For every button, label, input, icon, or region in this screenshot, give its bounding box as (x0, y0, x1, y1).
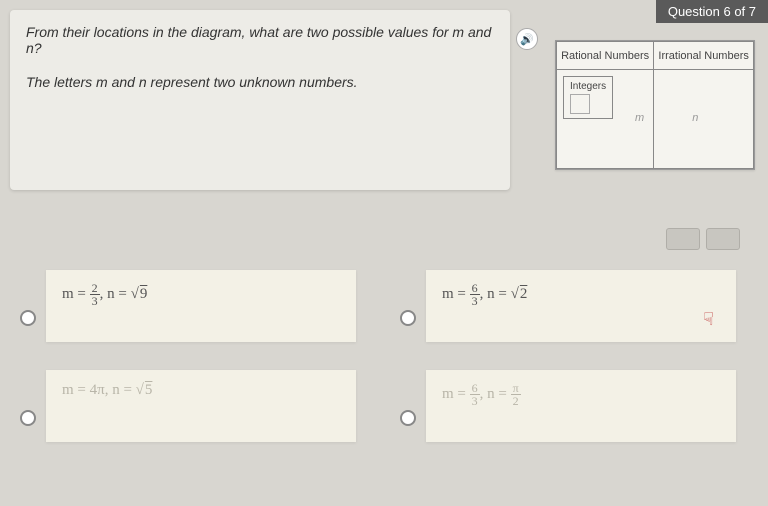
number-classification-table: Rational Numbers Irrational Numbers Inte… (556, 41, 754, 169)
radio-d[interactable] (400, 410, 416, 426)
fraction: 63 (470, 382, 480, 407)
fraction: 63 (470, 282, 480, 307)
text: m = (442, 386, 466, 402)
denominator: 3 (90, 295, 100, 307)
denominator: 2 (511, 395, 521, 407)
m-placeholder: m (635, 112, 644, 124)
integers-inner-box (570, 94, 590, 114)
option-a[interactable]: m = 23, n = √9 (20, 270, 360, 342)
text: m = (442, 286, 466, 302)
text: m = (62, 286, 86, 302)
text: ? (34, 40, 42, 56)
text: represent two unknown numbers. (147, 74, 358, 90)
integers-box: Integers (563, 76, 613, 119)
option-a-content: m = 23, n = √9 (46, 270, 356, 342)
nav-buttons (666, 228, 740, 250)
radicand: 5 (144, 382, 153, 398)
audio-button[interactable]: 🔊 (516, 28, 538, 50)
option-d-content: m = 63, n = π2 (426, 370, 736, 442)
radio-b[interactable] (400, 310, 416, 326)
text: and (108, 74, 139, 90)
variable-m: m (96, 74, 108, 90)
radical-sign: √ (131, 286, 139, 302)
option-c-content: m = 4π, n = √5 (46, 370, 356, 442)
variable-m: m (452, 24, 464, 40)
audio-icon: 🔊 (520, 33, 534, 46)
question-panel: From their locations in the diagram, wha… (10, 10, 510, 190)
radical-sign: √ (136, 382, 144, 398)
fraction: 23 (90, 282, 100, 307)
next-button[interactable] (706, 228, 740, 250)
text: The letters (26, 74, 96, 90)
prev-button[interactable] (666, 228, 700, 250)
cursor-icon: ☟ (703, 309, 714, 330)
question-line-1: From their locations in the diagram, wha… (26, 24, 494, 56)
text: , n = (105, 382, 132, 398)
question-line-2: The letters m and n represent two unknow… (26, 74, 494, 90)
rational-cell: Integers m (557, 70, 654, 169)
text: , n = (480, 386, 507, 402)
integers-label: Integers (570, 81, 606, 92)
radio-a[interactable] (20, 310, 36, 326)
radio-c[interactable] (20, 410, 36, 426)
radical-sign: √ (511, 286, 519, 302)
fraction: π2 (511, 382, 521, 407)
irrational-header: Irrational Numbers (654, 42, 754, 70)
denominator: 3 (470, 395, 480, 407)
text: , n = (480, 286, 507, 302)
option-b-content: m = 63, n = √2 ☟ (426, 270, 736, 342)
text: m = 4π (62, 382, 105, 398)
diagram-panel: Rational Numbers Irrational Numbers Inte… (555, 40, 755, 170)
irrational-cell: n (654, 70, 754, 169)
variable-n: n (26, 40, 34, 56)
question-counter: Question 6 of 7 (656, 0, 768, 23)
rational-header: Rational Numbers (557, 42, 654, 70)
variable-n: n (139, 74, 147, 90)
n-placeholder: n (692, 112, 698, 124)
text: and (464, 24, 491, 40)
text: From their locations in the diagram, wha… (26, 24, 452, 40)
radicand: 2 (519, 286, 528, 302)
option-d[interactable]: m = 63, n = π2 (400, 370, 740, 442)
radicand: 9 (139, 286, 148, 302)
option-c[interactable]: m = 4π, n = √5 (20, 370, 360, 442)
text: , n = (100, 286, 127, 302)
option-b[interactable]: m = 63, n = √2 ☟ (400, 270, 740, 342)
options-container: m = 23, n = √9 m = 63, n = √2 ☟ m = 4π, … (20, 270, 748, 470)
denominator: 3 (470, 295, 480, 307)
